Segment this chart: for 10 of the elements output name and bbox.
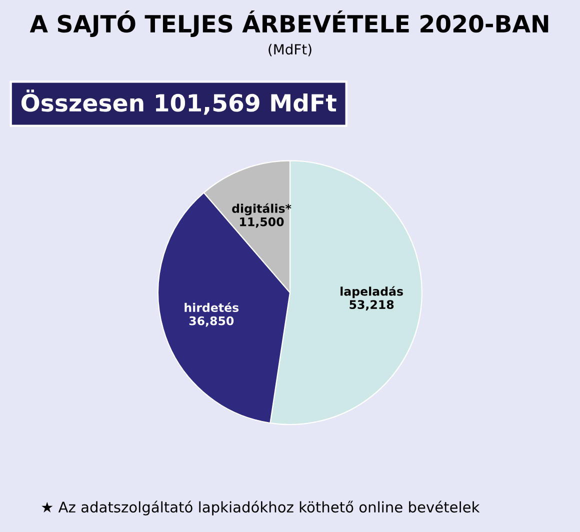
chart-title: A SAJTÓ TELJES ÁRBEVÉTELE 2020-BAN xyxy=(30,10,548,38)
data-label: 36,850 xyxy=(189,316,234,327)
data-label: 53,218 xyxy=(350,300,394,311)
text: Összesen 101,569 MdFt xyxy=(21,90,336,115)
chart-subtitle: (MdFt) xyxy=(268,44,312,56)
slice-label: lapeladás xyxy=(340,286,403,298)
slice-label: hirdetés xyxy=(184,302,239,312)
data-label: 11,500 xyxy=(240,217,284,228)
slice-label: digitális* xyxy=(232,203,292,216)
text: ★ Az adatszolgáltató lapkiadókhoz köthető online bevételek xyxy=(42,500,480,516)
